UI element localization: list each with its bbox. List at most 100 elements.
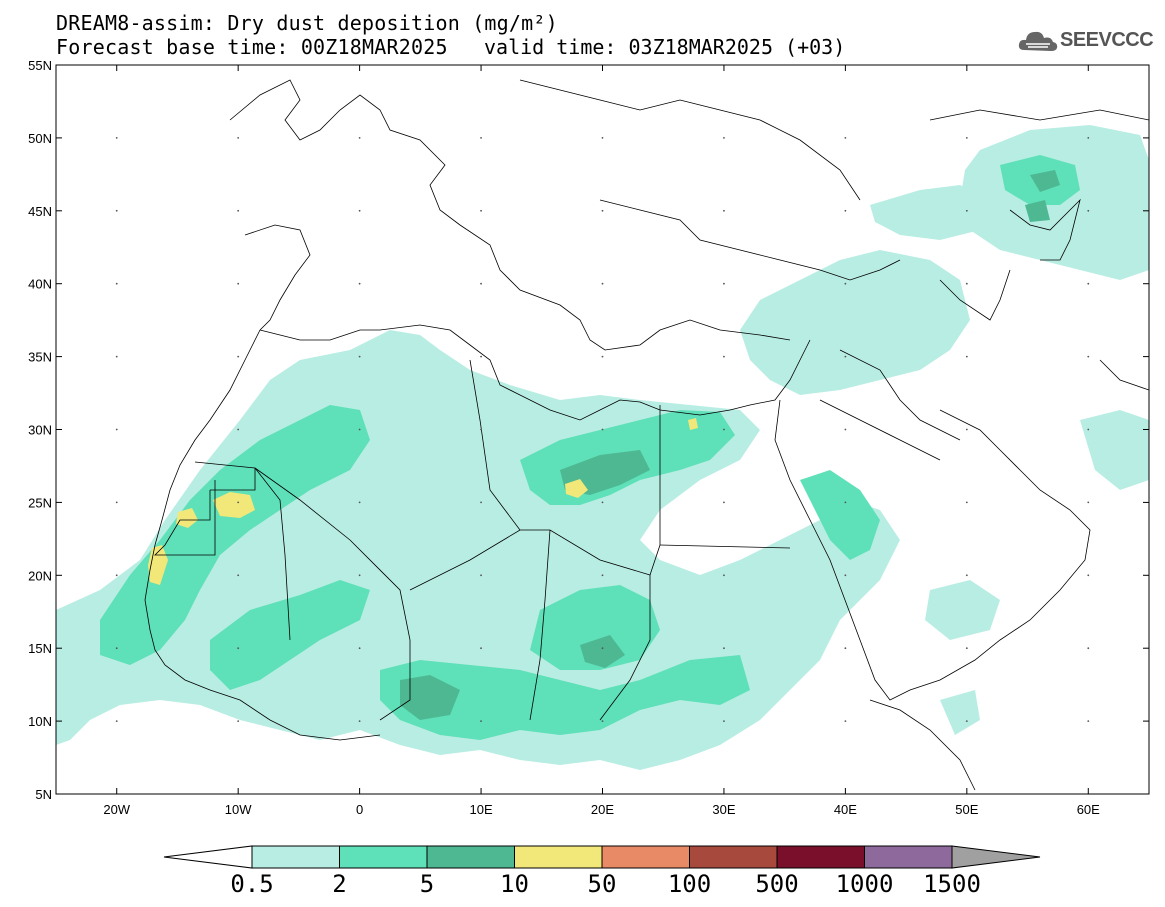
colorbar-label: 2: [332, 870, 347, 898]
grid-dot: [844, 137, 847, 139]
grid-dot: [965, 501, 968, 504]
lat-tick-label: 35N: [28, 350, 52, 365]
lon-tick-label: 10W: [225, 802, 252, 817]
grid-dot: [480, 355, 482, 358]
grid-dot: [601, 355, 604, 358]
lat-tick-label: 40N: [28, 277, 52, 292]
colorbar-label: 1000: [835, 870, 894, 898]
colorbar-label: 0.5: [230, 870, 274, 898]
cloud-logo-icon: [1018, 31, 1058, 51]
grid-dot: [480, 137, 482, 139]
grid-dot: [723, 137, 725, 139]
valid-time: valid time: 03Z18MAR2025 (+03): [484, 35, 846, 59]
grid-dot: [723, 501, 725, 504]
grid-dot: [237, 282, 240, 285]
grid-dot: [358, 137, 361, 139]
lat-tick-label: 10N: [28, 714, 52, 729]
colorbar-segment: [251, 845, 340, 869]
grid-dot: [115, 209, 118, 212]
colorbar-segment: [689, 845, 778, 869]
grid-dot: [480, 720, 482, 722]
grid-dot: [601, 501, 604, 504]
grid-dot: [115, 355, 118, 358]
grid-dot: [601, 282, 604, 285]
colorbar-segment: [601, 845, 690, 869]
grid-dot: [1087, 137, 1090, 139]
coastlines-and-borders: [144, 79, 1149, 791]
grid-dot: [237, 137, 240, 139]
grid-dot: [844, 720, 847, 722]
lat-tick-label: 50N: [28, 131, 52, 146]
grid-dot: [723, 428, 725, 431]
grid-dot: [237, 720, 240, 722]
lon-tick-label: 50E: [955, 802, 978, 817]
grid-dot: [115, 428, 118, 431]
grid-dot: [1087, 574, 1090, 577]
grid-dot: [115, 720, 118, 722]
lat-tick-label: 5N: [35, 787, 52, 802]
lon-tick-label: 0: [356, 802, 363, 817]
lon-tick-label: 20E: [591, 802, 614, 817]
grid-dot: [723, 209, 725, 212]
dust-deposition-field: [56, 125, 1149, 770]
grid-dot: [358, 720, 361, 722]
grid-dot: [965, 137, 968, 139]
grid-dot: [965, 574, 968, 577]
grid-dot: [1087, 282, 1090, 285]
grid-dot: [844, 282, 847, 285]
longitude-axis: 20W 10W 0 10E 20E 30E 40E 50E 60E: [103, 65, 1100, 817]
grid-dot: [237, 428, 240, 431]
seevccc-logo: SEEVCCC: [1016, 26, 1154, 56]
grid-dot: [480, 574, 482, 577]
colorbar-label: 10: [500, 870, 529, 898]
grid-dot: [115, 501, 118, 504]
lat-tick-label: 55N: [28, 58, 52, 73]
grid-dot: [1087, 501, 1090, 504]
grid-dot: [1087, 209, 1090, 212]
colorbar-segment: [776, 845, 865, 869]
colorbar-segment: [426, 845, 515, 869]
lat-tick-label: 20N: [28, 568, 52, 583]
colorbar-label: 500: [755, 870, 799, 898]
grid-dot: [1087, 428, 1090, 431]
grid-dot: [358, 282, 361, 285]
grid-dot: [601, 209, 604, 212]
lon-tick-label: 10E: [469, 802, 492, 817]
grid-dot: [115, 574, 118, 577]
colorbar-segment: [514, 845, 603, 869]
lon-tick-label: 30E: [712, 802, 735, 817]
logo-text: SEEVCCC: [1060, 29, 1154, 51]
grid-dot: [723, 720, 725, 722]
colorbar: [163, 845, 1041, 869]
grid-dot: [844, 501, 847, 504]
grid-dot: [480, 647, 482, 650]
colorbar-label: 1500: [923, 870, 981, 898]
grid-dot: [965, 355, 968, 358]
grid-dots: [115, 137, 1090, 722]
grid-dot: [965, 209, 968, 212]
grid-dot: [723, 282, 725, 285]
grid-dot: [601, 428, 604, 431]
grid-dot: [844, 574, 847, 577]
grid-dot: [844, 428, 847, 431]
grid-dot: [601, 647, 604, 650]
colorbar-label: 100: [667, 870, 712, 898]
grid-dot: [723, 647, 725, 650]
grid-dot: [115, 137, 118, 139]
grid-dot: [237, 501, 240, 504]
grid-dot: [844, 647, 847, 650]
grid-dot: [480, 501, 482, 504]
colorbar-over-triangle: [951, 845, 1041, 869]
grid-dot: [358, 501, 361, 504]
grid-dot: [237, 574, 240, 577]
grid-dot: [358, 574, 361, 577]
grid-dot: [358, 355, 361, 358]
grid-dot: [358, 428, 361, 431]
grid-dot: [237, 355, 240, 358]
grid-dot: [844, 355, 847, 358]
grid-dot: [358, 209, 361, 212]
lon-tick-label: 60E: [1077, 802, 1100, 817]
grid-dot: [115, 282, 118, 285]
lat-tick-label: 25N: [28, 495, 52, 510]
